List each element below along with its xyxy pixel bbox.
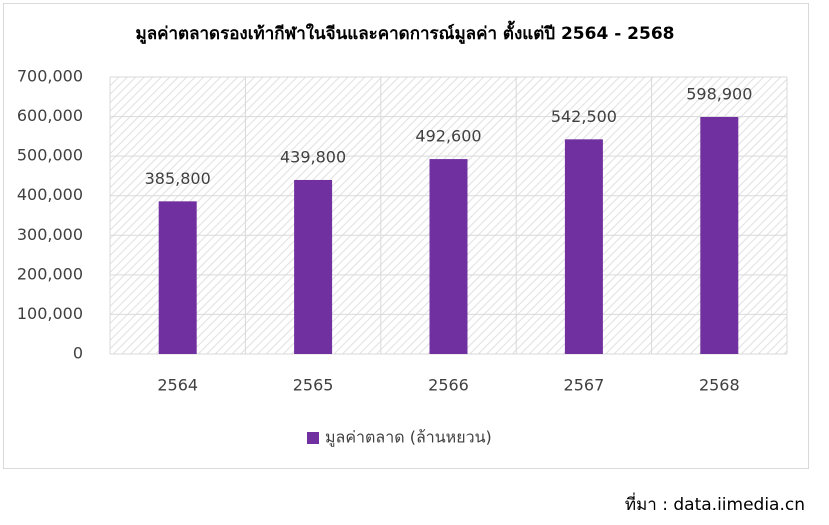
x-tick-label: 2566 [428, 376, 469, 395]
y-tick-label: 200,000 [17, 264, 83, 283]
data-label: 542,500 [551, 107, 617, 126]
data-label: 385,800 [145, 169, 211, 188]
source-note: ที่มา : data.iimedia.cn [625, 492, 805, 515]
bar [429, 159, 468, 354]
y-tick-label: 100,000 [17, 304, 83, 323]
legend-label: มูลค่าตลาด (ล้านหยวน) [325, 428, 492, 448]
legend-swatch [307, 432, 319, 444]
y-tick-label: 400,000 [17, 185, 83, 204]
chart-title: มูลค่าตลาดรองเท้ากีฬาในจีนและคาดการณ์มูล… [136, 20, 675, 45]
x-tick-label: 2564 [157, 376, 198, 395]
y-tick-label: 500,000 [17, 146, 83, 165]
x-tick-label: 2568 [699, 376, 740, 395]
data-label: 598,900 [686, 85, 752, 104]
bar [294, 179, 333, 354]
data-label: 492,600 [415, 127, 481, 146]
bar [564, 139, 603, 354]
x-tick-label: 2565 [293, 376, 334, 395]
y-tick-label: 300,000 [17, 225, 83, 244]
x-tick-label: 2567 [564, 376, 605, 395]
y-tick-label: 600,000 [17, 106, 83, 125]
bar [158, 201, 197, 354]
y-tick-label: 0 [73, 344, 83, 363]
y-tick-label: 700,000 [17, 67, 83, 86]
data-label: 439,800 [280, 147, 346, 166]
bar [700, 117, 739, 354]
